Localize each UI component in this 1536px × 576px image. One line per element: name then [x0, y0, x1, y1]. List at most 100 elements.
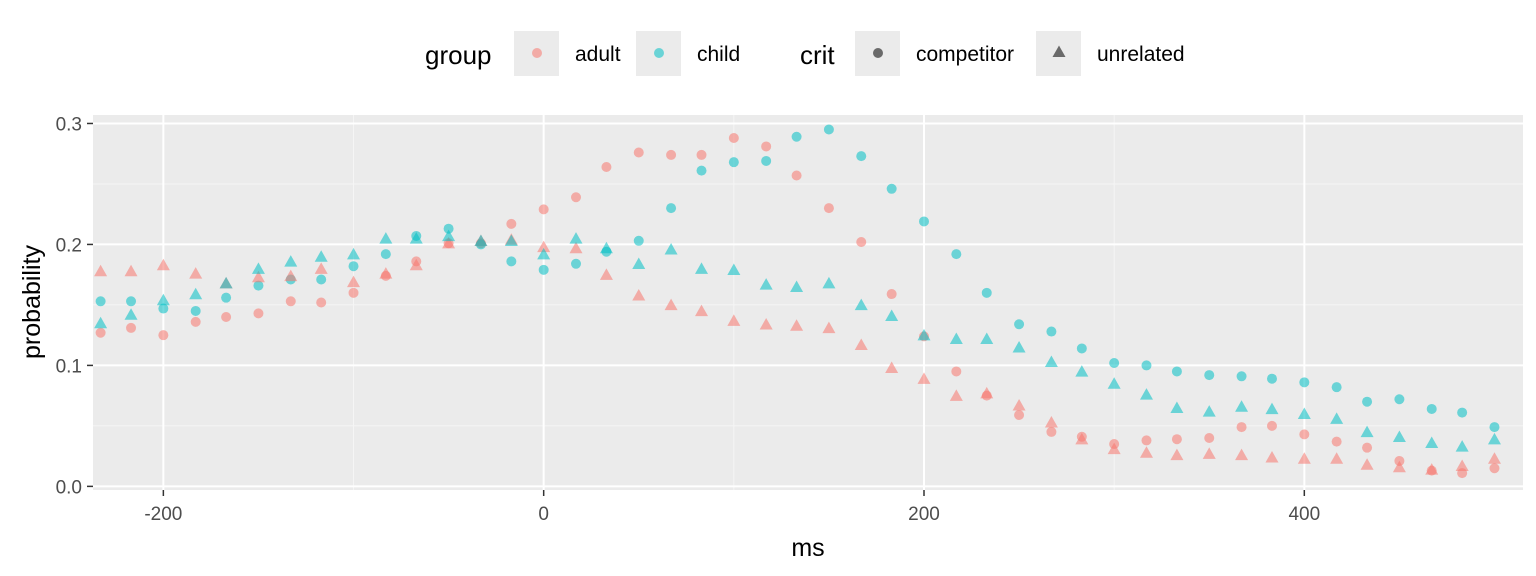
legend-label-child: child [697, 43, 740, 66]
point-child-unrelated [1202, 405, 1216, 417]
point-child-unrelated [124, 308, 138, 320]
point-child-unrelated [189, 287, 203, 300]
point-adult-unrelated [949, 389, 963, 401]
point-child-unrelated [1330, 412, 1344, 424]
point-child-unrelated [379, 232, 393, 244]
x-axis-title: ms [791, 534, 824, 562]
point-adult-unrelated [569, 241, 583, 254]
point-adult-competitor [791, 170, 802, 181]
point-child-unrelated [822, 276, 836, 289]
point-adult-unrelated [1235, 448, 1249, 461]
point-adult-competitor [1236, 422, 1247, 433]
y-axis-title: probability [18, 245, 46, 359]
point-child-unrelated [1170, 401, 1184, 413]
point-adult-unrelated [379, 267, 393, 279]
point-adult-unrelated [664, 298, 678, 311]
x-tick-label: -200 [144, 504, 182, 525]
point-child-competitor [1489, 422, 1500, 433]
point-child-unrelated [917, 328, 931, 341]
point-adult-unrelated [189, 267, 203, 279]
point-child-competitor [506, 256, 517, 267]
point-child-unrelated [474, 234, 488, 247]
point-adult-competitor [506, 218, 517, 229]
legend-title-group: group [425, 40, 492, 70]
point-adult-unrelated [1139, 446, 1153, 458]
point-child-unrelated [790, 280, 804, 292]
point-adult-unrelated [790, 319, 804, 331]
point-child-unrelated [695, 262, 709, 274]
point-adult-competitor [633, 147, 644, 158]
point-adult-unrelated [1455, 459, 1469, 472]
point-adult-unrelated [917, 372, 931, 384]
point-adult-competitor [95, 327, 106, 338]
y-tick-label: 0.0 [56, 477, 82, 498]
point-child-competitor [633, 235, 644, 246]
point-child-unrelated [1392, 430, 1406, 442]
point-child-competitor [348, 261, 359, 272]
point-child-unrelated [1455, 440, 1469, 452]
point-adult-unrelated [156, 258, 170, 271]
point-child-competitor [761, 155, 772, 166]
point-child-competitor [951, 249, 962, 260]
point-adult-competitor [1299, 429, 1310, 440]
point-adult-competitor [285, 296, 296, 307]
point-adult-unrelated [1360, 458, 1374, 470]
point-child-competitor [1457, 407, 1468, 418]
legend-key-adult [532, 48, 542, 58]
legend-label-adult: adult [575, 43, 621, 66]
point-child-unrelated [1235, 400, 1249, 412]
point-child-unrelated [727, 263, 741, 276]
point-adult-competitor [538, 204, 549, 215]
point-child-competitor [95, 296, 106, 307]
point-adult-competitor [601, 162, 612, 173]
point-adult-competitor [1331, 436, 1342, 447]
point-child-unrelated [1360, 425, 1374, 438]
legend-title-crit: crit [800, 40, 835, 70]
point-adult-unrelated [1425, 463, 1439, 475]
point-child-unrelated [347, 247, 361, 260]
point-child-unrelated [284, 255, 298, 267]
point-child-competitor [823, 124, 834, 135]
point-adult-unrelated [1170, 448, 1184, 461]
point-adult-competitor [1014, 410, 1025, 420]
point-child-unrelated [632, 257, 646, 269]
legend-label-competitor: competitor [916, 43, 1014, 66]
point-adult-competitor [1046, 426, 1057, 437]
point-child-unrelated [1044, 355, 1058, 367]
point-child-competitor [1204, 370, 1215, 381]
x-tick-label: 0 [538, 504, 549, 525]
data-points [94, 124, 1501, 479]
point-child-unrelated [442, 229, 456, 242]
point-adult-competitor [1141, 435, 1152, 446]
point-child-unrelated [1139, 388, 1153, 400]
point-child-unrelated [409, 232, 423, 244]
point-child-unrelated [1012, 340, 1026, 353]
point-adult-competitor [1204, 432, 1215, 443]
point-child-unrelated [314, 250, 328, 262]
point-adult-unrelated [314, 262, 328, 274]
point-adult-unrelated [1107, 442, 1121, 455]
point-adult-unrelated [822, 321, 836, 334]
point-child-competitor [1171, 366, 1182, 377]
legend-label-unrelated: unrelated [1097, 43, 1185, 66]
point-child-unrelated [949, 332, 963, 344]
point-adult-unrelated [442, 236, 456, 249]
point-adult-competitor [126, 322, 137, 333]
x-tick-label: 400 [1288, 504, 1320, 525]
y-tick-label: 0.1 [56, 356, 82, 377]
point-child-competitor [666, 203, 677, 214]
point-child-competitor [316, 274, 327, 285]
y-tick-label: 0.2 [56, 235, 82, 256]
point-child-competitor [1046, 326, 1057, 337]
point-child-competitor [443, 223, 454, 234]
plot-panel [93, 115, 1523, 490]
point-adult-unrelated [980, 386, 994, 399]
point-adult-unrelated [284, 269, 298, 282]
point-child-competitor [1299, 377, 1310, 388]
point-child-unrelated [1075, 365, 1089, 377]
point-child-competitor [1331, 382, 1342, 393]
point-child-competitor [380, 249, 391, 260]
point-adult-competitor [696, 149, 707, 160]
point-child-competitor [728, 157, 739, 168]
